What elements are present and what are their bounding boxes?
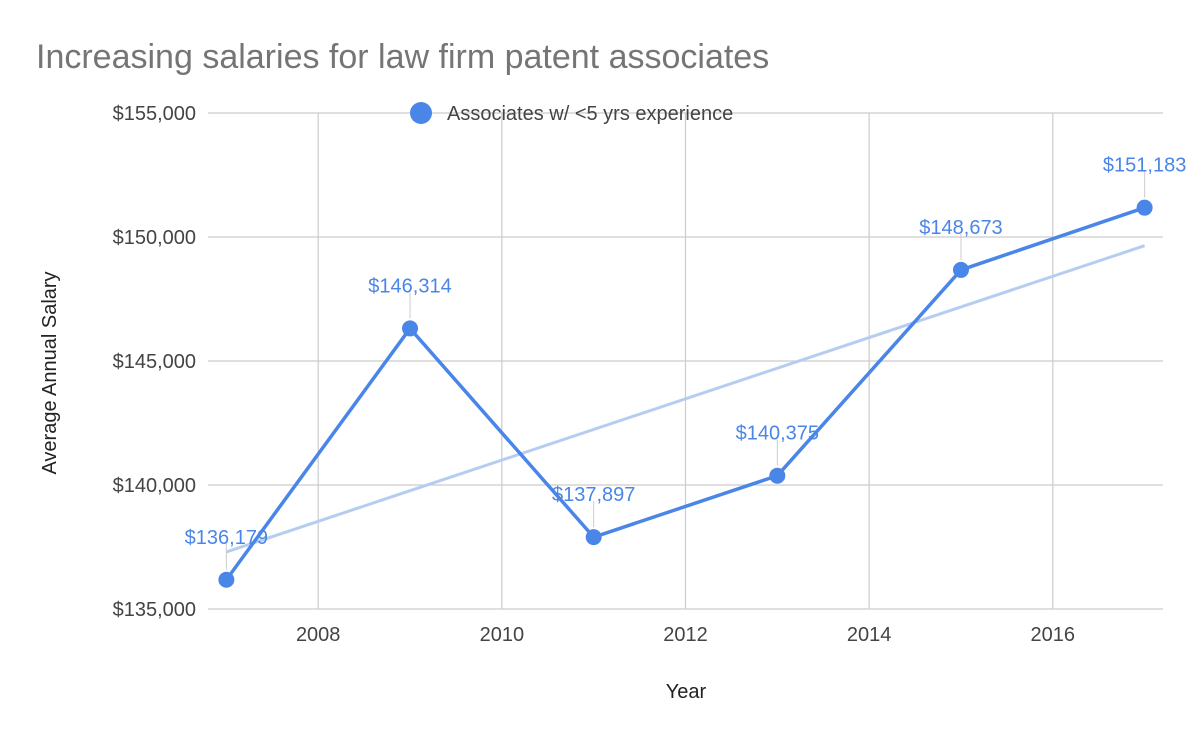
y-tick-label: $135,000 [113, 599, 196, 621]
data-point [218, 571, 235, 588]
data-label: $146,314 [368, 275, 451, 297]
x-tick-label: 2016 [1031, 624, 1076, 646]
x-tick-label: 2012 [663, 624, 708, 646]
data-label: $151,183 [1103, 155, 1186, 177]
trendline [225, 244, 1146, 554]
y-axis-ticks: $135,000 $140,000 $145,000 $150,000 $155,000 [113, 103, 196, 621]
y-axis-title: Average Annual Salary [39, 271, 61, 474]
trendline-segment [225, 244, 1146, 554]
series-line [224, 206, 1146, 581]
data-point [402, 320, 419, 337]
x-tick-label: 2014 [847, 624, 892, 646]
x-axis-ticks: 2008 2010 2012 2014 2016 [296, 624, 1075, 646]
x-axis-title: Year [666, 681, 707, 703]
gridlines [208, 112, 1163, 610]
data-point [1136, 199, 1153, 216]
series-associates [218, 199, 1153, 588]
y-tick-label: $155,000 [113, 103, 196, 125]
data-label: $137,897 [552, 484, 635, 506]
legend-label: Associates w/ <5 yrs experience [447, 103, 733, 125]
y-tick-label: $140,000 [113, 475, 196, 497]
legend-marker-icon [410, 102, 432, 124]
x-tick-label: 2008 [296, 624, 341, 646]
data-labels: $136,179 $146,314 $137,897 $140,375 $148,673… [185, 155, 1186, 570]
y-tick-label: $145,000 [113, 351, 196, 373]
x-tick-label: 2010 [480, 624, 525, 646]
data-point [952, 261, 969, 278]
data-label: $148,673 [919, 217, 1002, 239]
legend: Associates w/ <5 yrs experience [410, 102, 733, 125]
chart-title: Increasing salaries for law firm patent … [36, 38, 769, 76]
data-label: $136,179 [185, 527, 268, 549]
data-point [769, 467, 786, 484]
y-tick-label: $150,000 [113, 227, 196, 249]
data-label: $140,375 [736, 423, 819, 445]
data-point [585, 529, 602, 546]
